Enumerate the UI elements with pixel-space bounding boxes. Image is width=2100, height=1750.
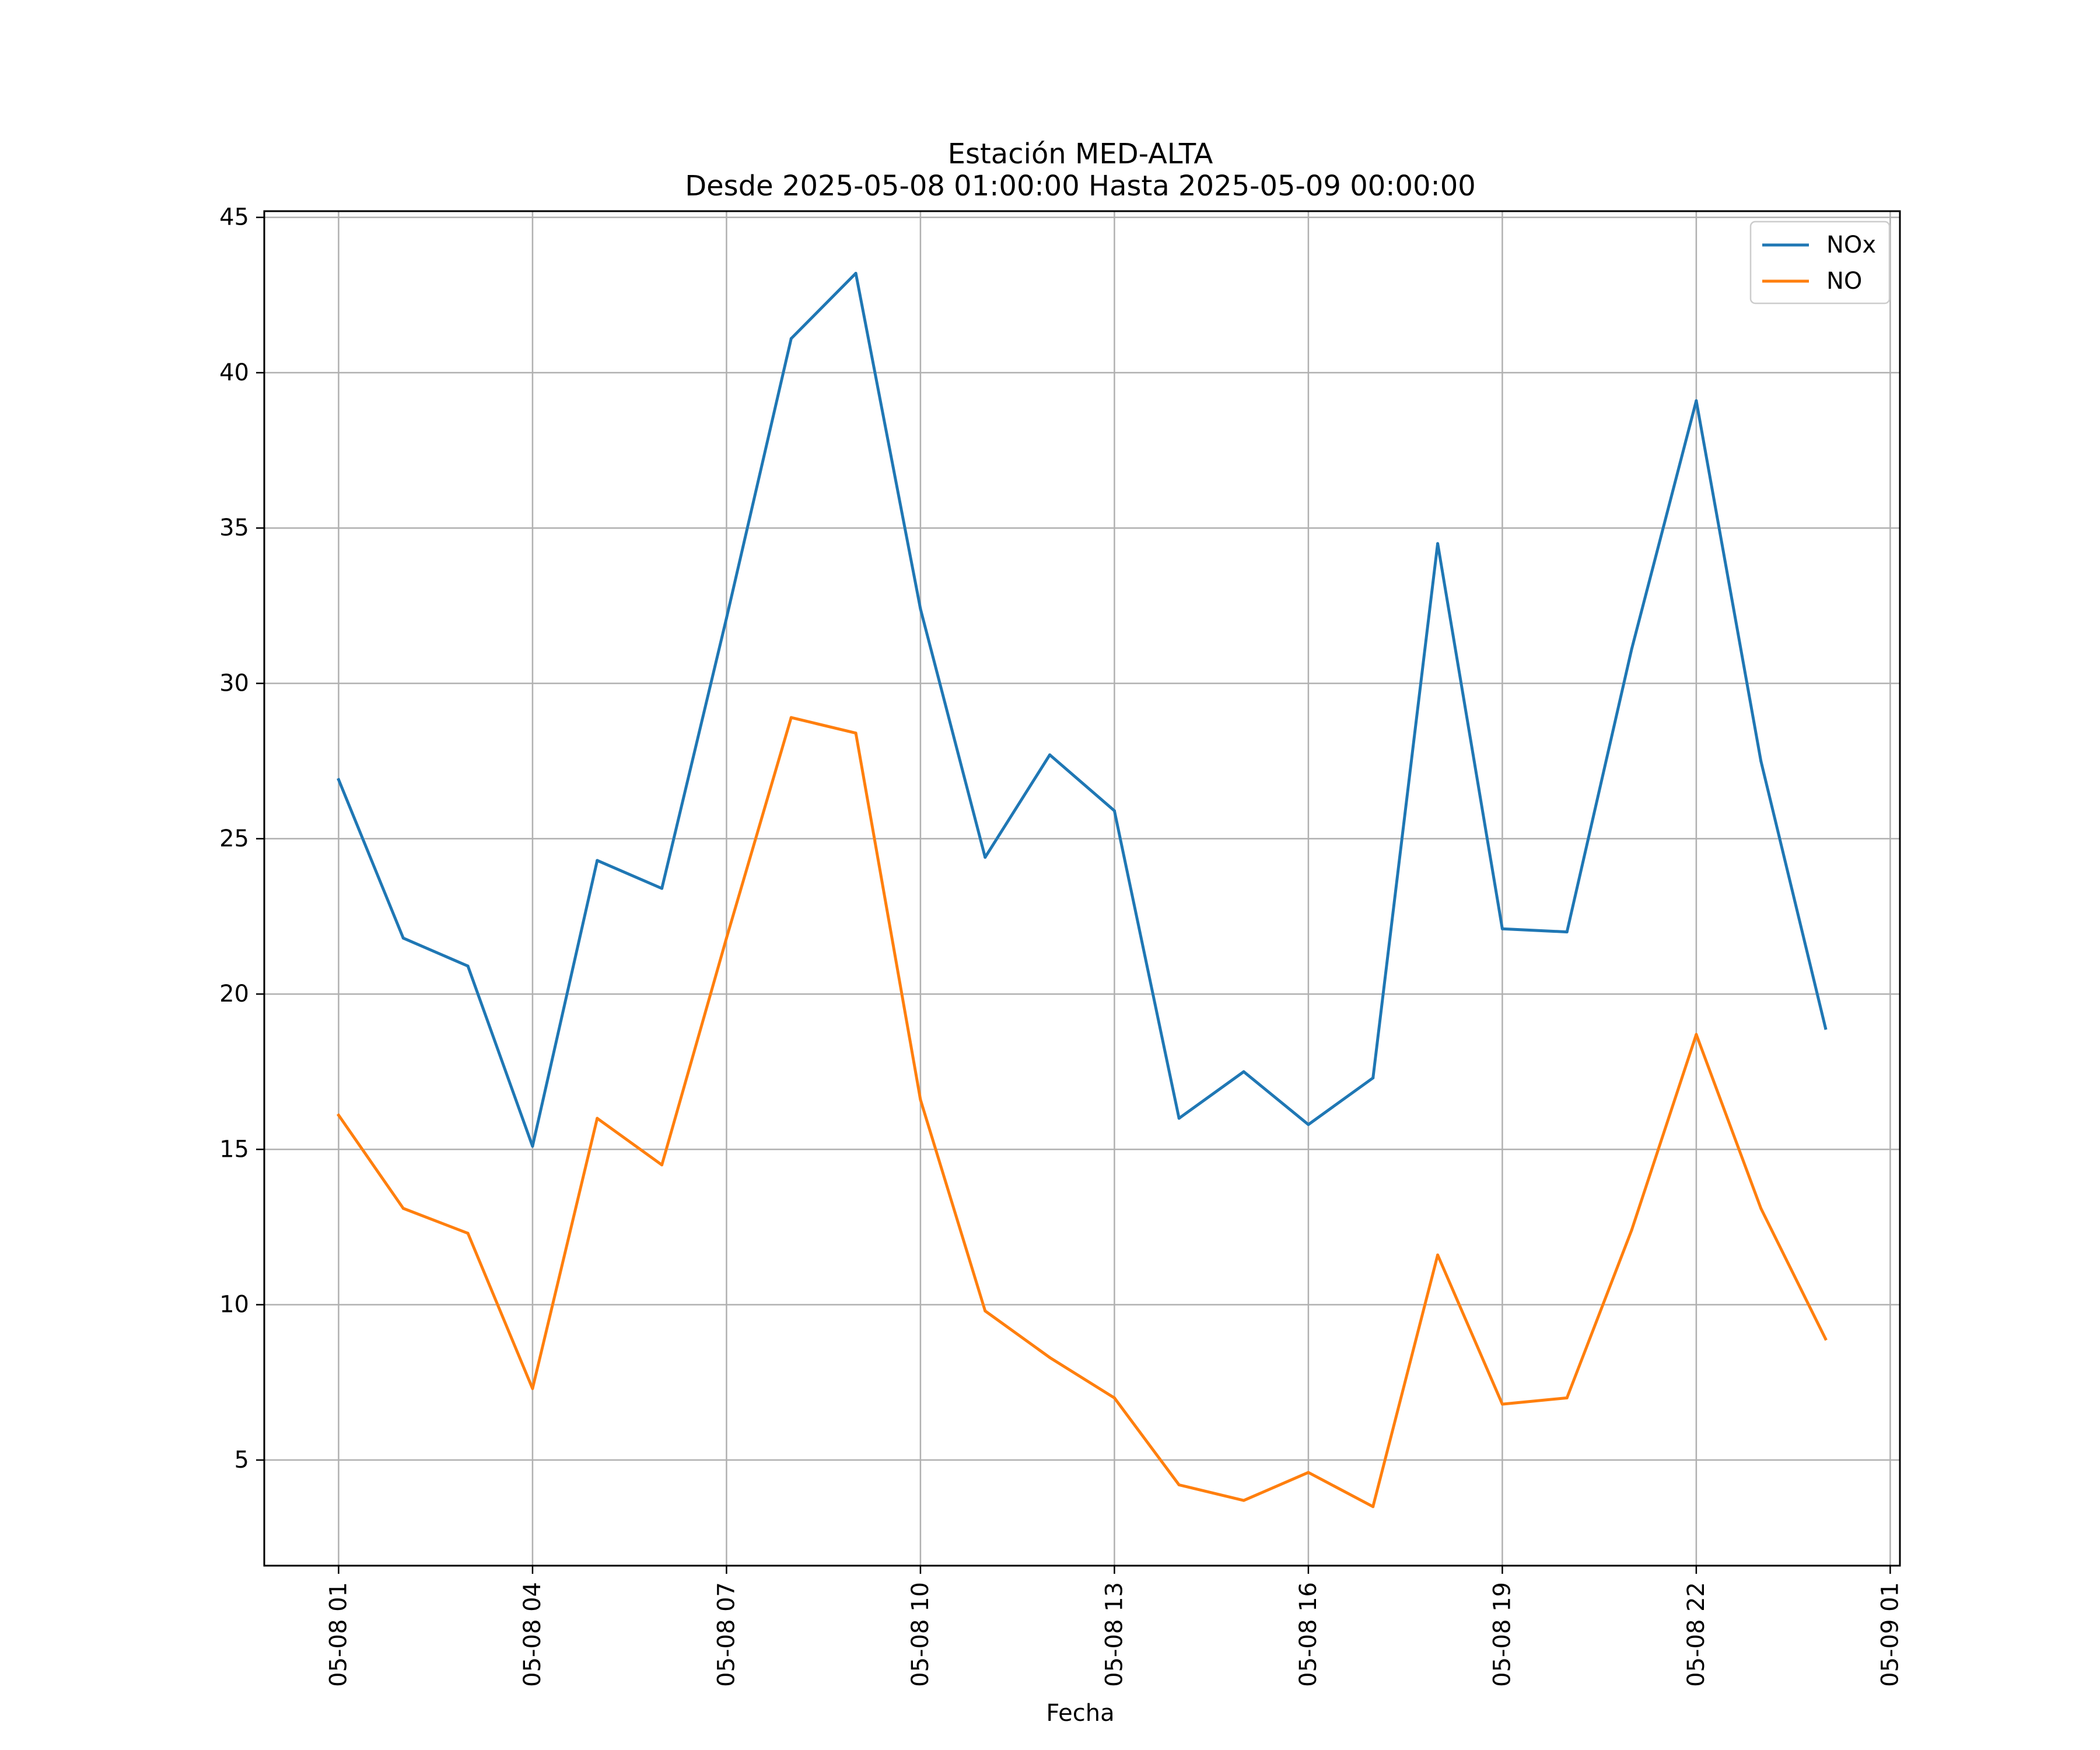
data-point-nox [1307,1123,1310,1126]
data-point-no [1759,1207,1763,1210]
series-line-nox [337,272,1828,1148]
x-tick-label: 05-08 07 [713,1582,740,1687]
x-tick-label: 05-09 01 [1877,1582,1903,1687]
data-point-nox [337,778,340,782]
plot-frame [263,210,1901,1567]
data-point-nox [660,887,664,890]
chart-title-line2: Desde 2025-05-08 01:00:00 Hasta 2025-05-… [685,170,1476,202]
data-point-no [724,936,728,940]
legend: NOx NO [1749,220,1891,304]
x-tick-label: 05-08 22 [1683,1582,1710,1687]
data-point-nox [984,856,987,859]
legend-label: NOx [1826,232,1876,258]
data-point-nox [1695,399,1698,402]
chart-title-line1: Estación MED-ALTA [948,138,1213,170]
x-axis-label: Fecha [1046,1700,1114,1727]
data-point-no [337,1114,340,1117]
data-point-no [1307,1471,1310,1474]
data-point-no [1500,1402,1504,1406]
y-tick-label: 15 [219,1136,249,1163]
grid-layer [264,211,1900,1566]
legend-label: NO [1826,268,1862,295]
data-point-no [1436,1253,1440,1256]
data-point-no [596,1116,599,1120]
data-point-nox [1048,753,1052,757]
y-tick-label: 35 [219,514,249,541]
data-point-no [1242,1499,1245,1502]
data-point-no [984,1309,987,1312]
tick-layer: 05-08 01 05-08 04 05-08 07 05-08 10 05-08 13… [219,204,1903,1687]
x-tick-label: 05-08 10 [907,1582,934,1687]
data-point-no [1177,1483,1181,1487]
data-point-nox [724,617,728,620]
data-point-no [1565,1396,1569,1399]
data-point-no [466,1231,470,1235]
data-point-nox [596,859,599,862]
data-point-no [660,1163,664,1167]
y-tick-label: 10 [219,1292,249,1318]
data-point-no [401,1207,405,1210]
data-point-nox [1630,648,1633,651]
data-point-nox [1112,809,1116,813]
data-point-nox [854,272,858,275]
data-point-no [1824,1337,1828,1340]
x-tick-label: 05-08 19 [1489,1582,1516,1687]
x-tick-label: 05-08 13 [1101,1582,1128,1687]
data-point-nox [1759,760,1763,763]
x-tick-label: 05-08 16 [1295,1582,1322,1687]
x-tick-label: 05-08 04 [519,1582,546,1687]
y-tick-label: 20 [219,981,249,1007]
y-tick-label: 25 [219,825,249,852]
data-point-no [1048,1356,1052,1359]
data-point-nox [1371,1076,1375,1080]
data-point-nox [1824,1027,1828,1030]
data-point-no [1630,1228,1633,1232]
data-point-no [531,1387,534,1390]
y-tick-label: 5 [235,1447,249,1474]
series-layer [337,272,1828,1508]
legend-box [1749,220,1891,304]
data-point-nox [1242,1070,1245,1073]
x-tick-label: 05-08 01 [325,1582,352,1687]
data-point-no [1695,1032,1698,1036]
y-tick-label: 40 [219,359,249,386]
data-point-no [1112,1396,1116,1399]
data-point-nox [919,607,922,611]
series-line-no [337,716,1828,1508]
data-point-nox [1500,927,1504,930]
data-point-nox [1436,542,1440,545]
data-point-nox [401,936,405,940]
y-tick-label: 45 [219,204,249,231]
data-point-nox [531,1144,534,1148]
data-point-nox [789,337,793,340]
data-point-nox [466,964,470,968]
data-point-nox [1565,930,1569,934]
data-point-no [854,732,858,735]
data-point-no [1371,1505,1375,1508]
y-tick-label: 30 [219,670,249,697]
data-point-nox [1177,1116,1181,1120]
data-point-no [919,1098,922,1101]
data-point-no [789,716,793,719]
